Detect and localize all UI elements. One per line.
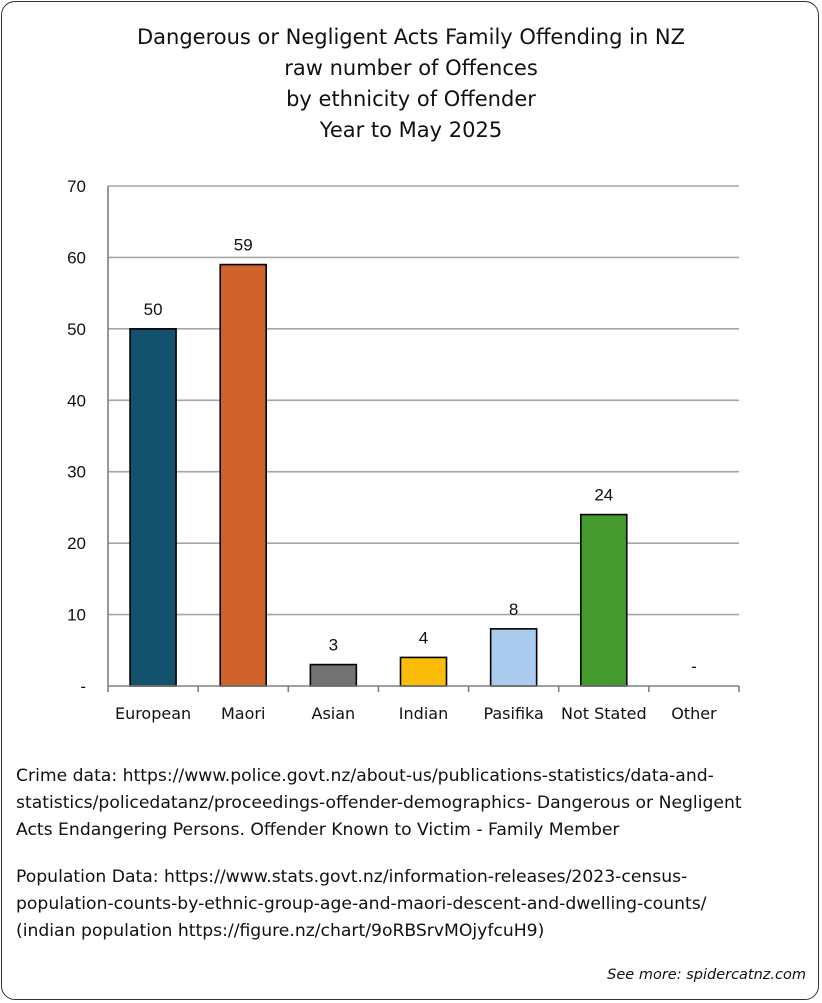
title-line-3: by ethnicity of Offender	[286, 87, 536, 111]
chart-title: Dangerous or Negligent Acts Family Offen…	[0, 22, 822, 146]
title-line-4: Year to May 2025	[319, 118, 503, 142]
bar-indian	[399, 656, 448, 687]
data-label: -	[691, 657, 697, 676]
bar-not-stated	[579, 513, 628, 687]
crime-data-note: Crime data: https://www.police.govt.nz/a…	[16, 763, 816, 844]
bar-pasifika	[489, 628, 538, 687]
data-label: 24	[594, 486, 613, 505]
data-label: 3	[329, 636, 338, 655]
population-data-note: Population Data: https://www.stats.govt.…	[16, 864, 816, 945]
crime-note-line-1: Crime data: https://www.police.govt.nz/a…	[16, 766, 714, 786]
y-tick-label: 20	[67, 534, 86, 553]
bar-chart: - 10 20 30 40 50 60 70 50 European 59 Maori 3 Asian 4 I…	[67, 177, 740, 723]
population-note-line-2: population-counts-by-ethnic-group-age-an…	[16, 894, 707, 914]
y-tick-label: 60	[67, 248, 86, 267]
data-label: 59	[234, 236, 253, 255]
population-note-line-1: Population Data: https://www.stats.govt.…	[16, 867, 688, 887]
bar-european	[129, 328, 177, 687]
data-label: 4	[419, 628, 428, 647]
y-tick-label: -	[80, 677, 86, 696]
x-tick-label: Indian	[399, 704, 448, 723]
x-tick-label: Asian	[312, 704, 356, 723]
footer-credit: See more: spidercatnz.com	[607, 967, 806, 983]
y-tick-label: 70	[67, 177, 86, 196]
x-tick-label: Maori	[221, 704, 265, 723]
population-note-line-3: (indian population https://figure.nz/cha…	[16, 921, 545, 941]
x-tick-label: Other	[671, 704, 717, 723]
data-label: 50	[144, 300, 163, 319]
source-notes: Crime data: https://www.police.govt.nz/a…	[16, 763, 816, 945]
x-tick-label: Not Stated	[561, 704, 647, 723]
x-tick-label: Pasifika	[483, 704, 543, 723]
x-tick-label: European	[115, 704, 191, 723]
y-tick-label: 40	[67, 391, 86, 410]
crime-note-line-3: Acts Endangering Persons. Offender Known…	[16, 820, 620, 840]
title-line-1: Dangerous or Negligent Acts Family Offen…	[136, 25, 686, 49]
bar-asian	[309, 663, 358, 687]
y-tick-label: 50	[67, 320, 86, 339]
title-line-2: raw number of Offences	[284, 56, 538, 80]
crime-note-line-2: statistics/policedatanz/proceedings-offe…	[16, 793, 742, 813]
bar-maori	[219, 263, 268, 687]
data-label: 8	[509, 600, 518, 619]
y-tick-label: 10	[67, 606, 86, 625]
y-tick-label: 30	[67, 463, 86, 482]
